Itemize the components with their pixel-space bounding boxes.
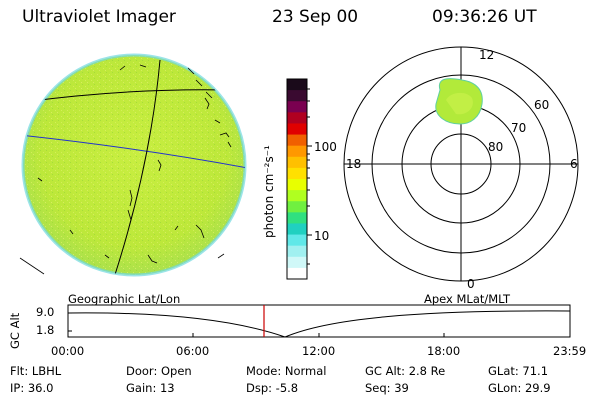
mlt-label-0: 0 <box>467 277 475 291</box>
glat-info: GLat: 71.1 <box>488 364 549 378</box>
gain-info: Gain: 13 <box>126 381 175 395</box>
colorbar-segment <box>287 234 307 247</box>
colorbar-segment <box>287 134 307 147</box>
colorbar-segment <box>287 212 307 224</box>
colorbar-segment <box>287 223 307 236</box>
colorbar-segment <box>287 179 307 191</box>
timeline-right-title: Apex MLat/MLT <box>424 292 511 306</box>
timeline-left-title: Geographic Lat/Lon <box>68 292 181 306</box>
mlt-label-6: 6 <box>570 157 578 171</box>
time-label: 09:36:26 UT <box>432 7 537 27</box>
colorbar-ticks <box>307 88 312 265</box>
dsp-info: Dsp: -5.8 <box>246 381 299 395</box>
colorbar-segment <box>287 145 307 158</box>
timeline-x-tick-2359: 23:59 <box>553 344 587 358</box>
colorbar-segment <box>287 79 307 91</box>
mlt-label-18: 18 <box>346 157 362 171</box>
colorbar-segment <box>287 90 307 102</box>
timeline-x-ticks <box>67 333 571 337</box>
mode-info: Mode: Normal <box>246 364 327 378</box>
date-label: 23 Sep 00 <box>272 7 359 27</box>
geo-lat-line <box>23 134 245 169</box>
lat-label-60: 60 <box>534 98 550 112</box>
limb-tick-marks <box>19 67 225 275</box>
colorbar-segment <box>287 267 307 280</box>
colorbar-segment <box>287 256 307 269</box>
filter-info: Flt: LBHL <box>10 364 62 378</box>
geo-lat-line <box>23 89 229 103</box>
colorbar-segment <box>287 156 307 169</box>
timeline-x-tick-0600: 06:00 <box>176 344 210 358</box>
timeline-x-tick-1200: 12:00 <box>302 344 336 358</box>
timeline-y-tick-9: 9.0 <box>36 305 55 319</box>
colorbar <box>287 79 307 280</box>
timeline-y-axis-label: GC Alt <box>8 312 22 349</box>
colorbar-tick-100: 100 <box>314 140 337 154</box>
earth-disk-image <box>19 53 247 277</box>
door-info: Door: Open <box>126 364 192 378</box>
lat-label-80: 80 <box>488 140 504 154</box>
aurora-emission-region <box>435 78 483 125</box>
timeline-panel <box>67 304 571 338</box>
colorbar-unit-label: photon cm⁻²s⁻¹ <box>262 145 276 238</box>
colorbar-frame <box>286 78 308 280</box>
colorbar-segment <box>287 101 307 113</box>
geo-lon-line <box>109 59 161 275</box>
timeline-x-tick-1800: 18:00 <box>427 344 461 358</box>
colorbar-tick-10: 10 <box>314 229 330 243</box>
gc-alt-info: GC Alt: 2.8 Re <box>365 364 446 378</box>
timeline-y-tick-1-8: 1.8 <box>36 323 55 337</box>
coastline-outlines <box>37 64 232 264</box>
instrument-title: Ultraviolet Imager <box>22 7 176 27</box>
colorbar-segment <box>287 123 307 136</box>
altitude-curve <box>67 310 571 338</box>
colorbar-segment <box>287 190 307 202</box>
seq-info: Seq: 39 <box>365 381 409 395</box>
colorbar-segment <box>287 167 307 180</box>
timeline-frame <box>67 304 571 338</box>
colorbar-segment <box>287 201 307 213</box>
colorbar-segment <box>287 112 307 124</box>
glon-info: GLon: 29.9 <box>488 381 551 395</box>
lat-label-70: 70 <box>511 121 527 135</box>
ip-info: IP: 36.0 <box>10 381 54 395</box>
colorbar-segment <box>287 245 307 258</box>
mlt-label-12: 12 <box>479 48 495 62</box>
timeline-x-tick-0000: 00:00 <box>51 344 85 358</box>
